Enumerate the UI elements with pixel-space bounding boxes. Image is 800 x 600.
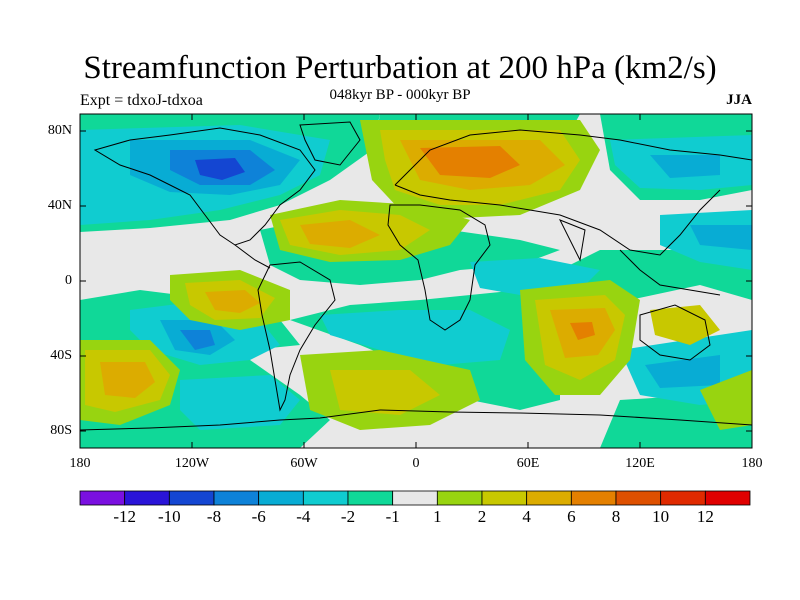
lat-tick-0: 0 [65,273,72,288]
colorbar-swatch [436,490,483,506]
lon-tick-180w: 180 [69,456,91,471]
colorbar-swatch [302,490,349,506]
coastline-north-america [93,127,316,246]
lon-tick-60w: 60W [290,456,318,471]
colorbar-swatch [124,490,170,506]
colorbar-swatch [615,490,662,506]
chart-subtitle: 048kyr BP - 000kyr BP [329,87,471,103]
coastline-central-america [234,244,271,269]
experiment-label: Expt = tdxoJ-tdxoa [80,92,203,109]
contour-band-cyan [645,355,720,388]
colorbar-swatch [570,490,617,506]
colorbar-label: -4 [296,507,311,526]
chart-title: Streamfunction Perturbation at 200 hPa (… [83,50,717,86]
lon-tick-0: 0 [412,456,420,471]
colorbar-swatch [704,490,751,506]
contour-band-orange [570,322,595,340]
colorbar-label: -8 [206,507,222,526]
contour-band-cyan [320,310,510,365]
lon-tick-120w: 120W [174,456,210,471]
lat-tick-80s: 80S [50,423,72,438]
colorbar-swatch [168,490,215,506]
colorbar-swatch [392,490,438,506]
contour-field [80,114,752,448]
colorbar-label: 10 [652,507,670,526]
contour-band-yellow [650,305,720,345]
colorbar-label: -12 [113,507,136,526]
contour-band-green [290,250,752,410]
colorbar-label: 6 [567,507,576,526]
coastline-antarctica [80,409,752,431]
colorbar-swatch [481,490,528,506]
lon-tick-120e: 120E [625,456,655,471]
colorbar-label: 4 [522,507,531,526]
lon-tick-60e: 60E [516,456,540,471]
contour-band-orange [420,146,520,178]
contour-band-blue [195,158,245,180]
contour-band-cyan [650,155,720,178]
lat-tick-80n: 80N [47,123,72,138]
colorbar-swatch [347,490,394,506]
coastline-eurasia [394,129,752,256]
colorbar-swatch [526,490,572,506]
axis-ticks [80,114,752,448]
coastlines [80,121,752,431]
lat-tick-40s: 40S [50,348,72,363]
lon-tick-180e: 180 [741,456,763,471]
contour-band-cyan [690,225,752,250]
coastline-africa [387,204,491,331]
colorbar-label: 1 [433,507,442,526]
contour-band-cyan [180,375,300,430]
season-label: JJA [726,92,752,108]
colorbar-label: 2 [477,507,487,526]
colorbar-label: -6 [251,507,266,526]
coastline-southeast-asia [619,249,721,296]
contour-band-yellow [330,370,440,415]
contour-band-blue [180,330,215,350]
coastline-australia [639,304,711,361]
colorbar-label: -1 [385,507,400,526]
colorbar-label: 8 [611,507,621,526]
colorbar-swatch [213,490,260,506]
coastline-south-america [257,261,336,412]
coastline-india [558,219,586,262]
contour-band-orange [205,290,260,313]
colorbar-swatch [660,490,706,506]
colorbar-swatch [79,490,126,506]
lat-tick-40n: 40N [47,198,72,213]
coastline-greenland [299,121,361,166]
colorbar-swatch [258,490,304,506]
colorbar [79,490,751,506]
contour-band-lime [700,370,752,430]
colorbar-label: -10 [157,507,181,526]
colorbar-label: 12 [696,507,714,526]
colorbar-label: -2 [340,507,356,526]
contour-band-orange [100,362,155,398]
contour-band-orange [300,220,380,248]
